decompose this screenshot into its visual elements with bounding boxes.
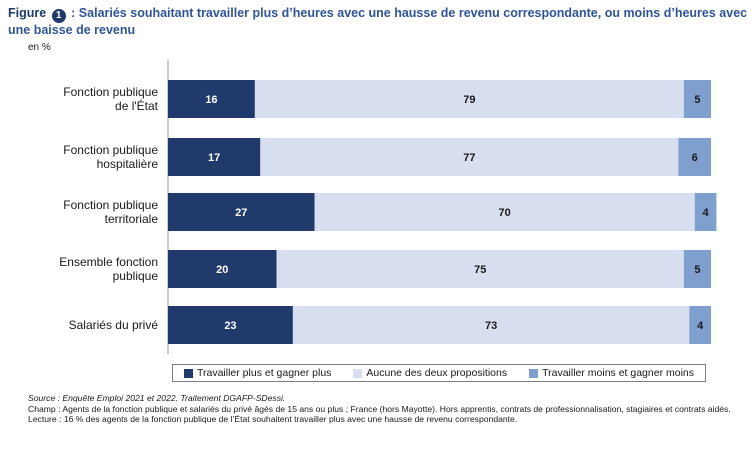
bar-segment <box>276 250 684 288</box>
category-label: Fonction publique <box>63 198 158 212</box>
bar-segment <box>168 193 315 231</box>
bar-value-label: 5 <box>694 264 700 276</box>
bar-value-label: 79 <box>463 94 475 106</box>
legend-item: Travailler plus et gagner plus <box>183 367 332 379</box>
bar-segment <box>683 80 711 118</box>
bar-segment <box>168 80 255 118</box>
bar-segment <box>678 138 711 176</box>
bar-value-label: 73 <box>485 320 497 332</box>
legend-item: Travailler moins et gagner moins <box>529 367 694 379</box>
legend-item: Aucune des deux propositions <box>353 367 507 379</box>
category-label: Salariés du privé <box>69 318 159 332</box>
legend-swatch <box>183 368 193 378</box>
bar-segment <box>168 306 293 344</box>
figure-label: Figure <box>8 6 47 20</box>
bar-value-label: 17 <box>208 152 220 164</box>
bar-value-label: 4 <box>703 207 710 219</box>
legend-label: Travailler moins et gagner moins <box>542 367 694 379</box>
category-label: publique <box>113 269 159 283</box>
bar-segment <box>292 306 690 344</box>
bar-value-label: 27 <box>235 207 247 219</box>
unit-label: en % <box>28 42 51 53</box>
chart-title: Figure 1 : Salariés souhaitant travaille… <box>8 6 748 38</box>
bar-segment <box>689 306 711 344</box>
category-label: territoriale <box>105 212 159 226</box>
figure-number-badge: 1 <box>51 9 66 23</box>
bar-segment <box>683 250 711 288</box>
bar-value-label: 6 <box>692 152 698 164</box>
bar-segment <box>314 193 695 231</box>
legend-label: Aucune des deux propositions <box>366 367 508 379</box>
chart-legend: Travailler plus et gagner plus Aucune des… <box>172 364 706 382</box>
bar-value-label: 16 <box>205 94 217 106</box>
source-note: Source : Enquête Emploi 2021 et 2022. Tr… <box>28 393 286 403</box>
bar-segment <box>254 80 684 118</box>
bar-segment <box>694 193 717 231</box>
champ-note: Champ : Agents de la fonction publique e… <box>28 403 731 414</box>
legend-label: Travailler plus et gagner plus <box>196 367 332 379</box>
bar-value-label: 75 <box>474 264 486 276</box>
bar-segment <box>168 250 277 288</box>
bar-value-label: 4 <box>697 320 704 332</box>
lecture-note: Lecture : 16 % des agents de la fonction… <box>28 414 518 424</box>
figure-title-text: : Salariés souhaitant travailler plus d’… <box>8 6 748 37</box>
bar-value-label: 5 <box>694 94 700 106</box>
legend-swatch <box>529 368 539 378</box>
bar-value-label: 23 <box>224 320 236 332</box>
category-label: Fonction publique <box>63 85 158 99</box>
chart-notes: Source : Enquête Emploi 2021 et 2022. Tr… <box>28 393 748 425</box>
category-label: Fonction publique <box>63 143 158 157</box>
bar-value-label: 77 <box>463 152 475 164</box>
category-label: de l'État <box>115 98 159 113</box>
bar-value-label: 70 <box>499 207 511 219</box>
bar-segment <box>168 138 261 176</box>
category-label: Ensemble fonction <box>59 255 158 269</box>
bar-segment <box>260 138 679 176</box>
bar-value-label: 20 <box>216 264 228 276</box>
legend-swatch <box>353 368 363 378</box>
category-label: hospitalière <box>97 157 159 171</box>
